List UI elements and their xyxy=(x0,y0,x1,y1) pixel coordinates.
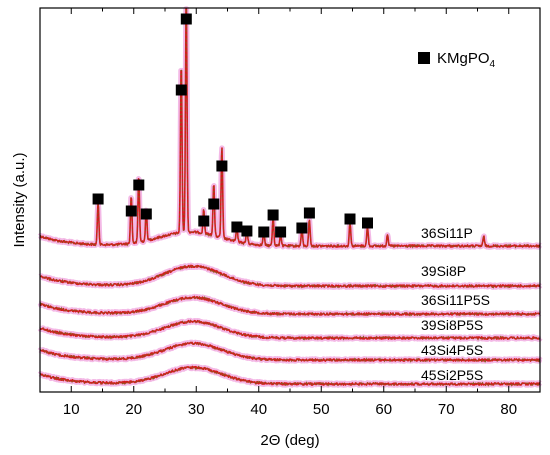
x-tick-label: 60 xyxy=(375,401,392,418)
kmgpo4-marker xyxy=(267,209,279,221)
kmgpo4-marker xyxy=(296,222,308,234)
phase-markers xyxy=(92,13,373,238)
sample-label-39Si8P5S: 39Si8P5S xyxy=(421,317,483,333)
trace-dots-39Si8P5S xyxy=(39,319,541,342)
x-axis-ticks: 10 20 30 40 50 60 70 80 xyxy=(39,8,541,418)
kmgpo4-marker xyxy=(231,221,243,233)
kmgpo4-marker xyxy=(140,208,152,220)
x-tick-label: 40 xyxy=(250,401,267,418)
kmgpo4-marker xyxy=(125,205,137,217)
y-axis-title: Intensity (a.u.) xyxy=(11,152,28,247)
trace-dots-36Si11P xyxy=(39,8,541,250)
kmgpo4-marker xyxy=(180,13,192,25)
legend-label-main: KMgPO xyxy=(437,50,490,67)
kmgpo4-marker xyxy=(344,213,356,225)
kmgpo4-marker xyxy=(175,84,187,96)
trace-36Si11P5S xyxy=(39,295,541,316)
sample-label-45Si2P5S: 45Si2P5S xyxy=(421,367,483,383)
x-tick-label: 10 xyxy=(63,401,80,418)
kmgpo4-marker xyxy=(258,226,270,238)
x-tick-label: 30 xyxy=(188,401,205,418)
pattern-traces xyxy=(37,6,543,388)
legend-marker xyxy=(418,52,430,64)
x-tick-label: 70 xyxy=(438,401,455,418)
kmgpo4-marker xyxy=(208,198,220,210)
x-axis-title: 2Θ (deg) xyxy=(260,432,319,449)
kmgpo4-marker xyxy=(241,225,253,237)
kmgpo4-marker xyxy=(92,193,104,205)
legend-label-subscript: 4 xyxy=(490,59,496,70)
sample-labels: 36Si11P 39Si8P 36Si11P5S 39Si8P5S 43Si4P5S 45… xyxy=(421,225,490,383)
kmgpo4-marker xyxy=(133,179,145,191)
legend-label: KMgPO4 xyxy=(437,50,496,70)
trace-halo-36Si11P xyxy=(37,6,543,250)
kmgpo4-marker xyxy=(216,160,228,172)
sample-label-39Si8P: 39Si8P xyxy=(421,263,466,279)
kmgpo4-marker xyxy=(198,215,210,227)
trace-39Si8P xyxy=(39,264,541,288)
kmgpo4-marker xyxy=(303,207,315,219)
x-tick-label: 50 xyxy=(313,401,330,418)
sample-label-36Si11P: 36Si11P xyxy=(421,225,473,241)
trace-45Si2P5S xyxy=(39,365,541,386)
legend: KMgPO4 xyxy=(418,50,496,70)
kmgpo4-marker xyxy=(362,217,373,229)
kmgpo4-marker xyxy=(275,226,287,238)
trace-36Si11P xyxy=(39,8,541,248)
sample-label-36Si11P5S: 36Si11P5S xyxy=(421,292,490,308)
x-tick-label: 20 xyxy=(125,401,142,418)
trace-43Si4P5S xyxy=(39,341,541,362)
sample-label-43Si4P5S: 43Si4P5S xyxy=(421,342,483,358)
x-tick-label: 80 xyxy=(500,401,517,418)
